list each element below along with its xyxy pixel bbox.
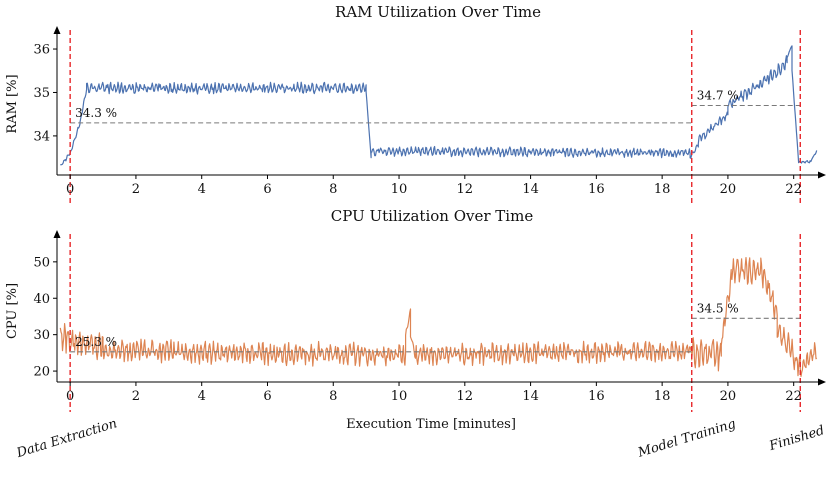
ram-y-axis-arrow: [53, 26, 61, 34]
ram-y-tick-label: 34: [33, 129, 50, 144]
cpu-y-tick-label: 30: [33, 328, 50, 343]
cpu-x-tick-label: 22: [785, 389, 802, 404]
ram-plot: 34.3 % 34.7 % 0 2 4 6 8 10 12 14 16 18 20 22 34 35 36: [33, 26, 826, 205]
ram-x-tick-label: 20: [720, 182, 737, 197]
ram-x-tick-label: 14: [522, 182, 539, 197]
cpu-y-axis-label: CPU [%]: [5, 283, 20, 339]
cpu-x-tick-label: 16: [588, 389, 605, 404]
cpu-x-tick-label: 12: [457, 389, 474, 404]
ram-x-tick-label: 2: [132, 182, 140, 197]
x-axis-label: Execution Time [minutes]: [346, 417, 516, 432]
ram-y-tick-label: 35: [33, 86, 50, 101]
ram-x-tick-label: 22: [785, 182, 802, 197]
ram-x-tick-label: 12: [457, 182, 474, 197]
cpu-x-tick-label: 6: [263, 389, 271, 404]
ram-x-axis-arrow: [818, 171, 826, 179]
cpu-x-tick-label: 20: [720, 389, 737, 404]
ram-x-tick-label: 18: [654, 182, 671, 197]
cpu-x-tick-label: 18: [654, 389, 671, 404]
ram-average-label: 34.3 %: [75, 106, 117, 120]
cpu-x-axis-arrow: [818, 378, 826, 386]
cpu-x-tick-label: 2: [132, 389, 140, 404]
cpu-y-tick-label: 20: [33, 365, 50, 380]
cpu-x-tick-label: 10: [391, 389, 408, 404]
cpu-chart-title: CPU Utilization Over Time: [331, 207, 534, 225]
cpu-x-tick-label: 4: [198, 389, 206, 404]
ram-x-tick-label: 8: [329, 182, 337, 197]
ram-y-axis-label: RAM [%]: [5, 74, 20, 133]
ram-series-line: [60, 45, 818, 166]
cpu-y-tick-label: 40: [33, 292, 50, 307]
cpu-series-line: [59, 257, 818, 377]
phase-label-model-training: Model Training: [635, 417, 737, 461]
ram-x-tick-label: 0: [66, 182, 74, 197]
cpu-average-label: 25.3 %: [75, 335, 117, 349]
ram-average-label: 34.7 %: [697, 89, 739, 103]
cpu-plot: 25.3 % 34.5 % 0 2 4 6 8 10 12 14 16 18 20 22 20 30 40 50: [33, 230, 826, 412]
cpu-x-tick-label: 14: [522, 389, 539, 404]
ram-x-tick-label: 4: [198, 182, 206, 197]
ram-x-tick-label: 16: [588, 182, 605, 197]
ram-x-tick-label: 10: [391, 182, 408, 197]
cpu-x-tick-label: 8: [329, 389, 337, 404]
phase-label-finished: Finished: [767, 423, 827, 454]
cpu-y-tick-label: 50: [33, 255, 50, 270]
ram-x-tick-label: 6: [263, 182, 271, 197]
ram-y-tick-label: 36: [33, 43, 50, 58]
cpu-y-axis-arrow: [53, 230, 61, 238]
cpu-x-tick-label: 0: [66, 389, 74, 404]
ram-chart-title: RAM Utilization Over Time: [335, 3, 541, 21]
cpu-average-label: 34.5 %: [697, 301, 739, 315]
phase-label-data-extraction: Data Extraction: [14, 416, 119, 461]
